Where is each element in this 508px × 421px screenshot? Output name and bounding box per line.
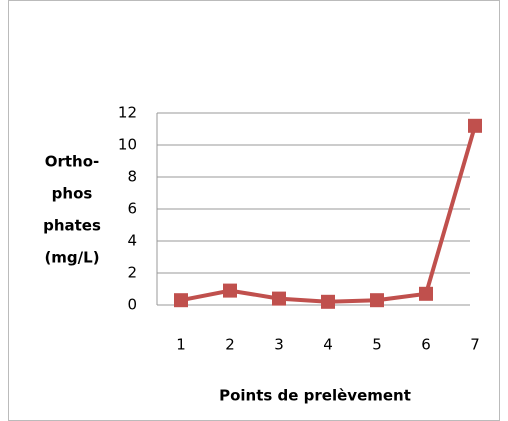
y-tick-label: 0 <box>127 296 137 314</box>
y-tick-label: 2 <box>127 264 137 282</box>
y-tick-label: 4 <box>127 232 137 250</box>
x-tick-label: 4 <box>323 336 333 354</box>
y-tick-label: 6 <box>127 200 137 218</box>
x-tick-label: 1 <box>176 336 186 354</box>
marker <box>272 291 286 306</box>
y-axis-label: Ortho- <box>45 153 100 171</box>
y-tick-label: 12 <box>118 104 137 122</box>
y-tick-label: 8 <box>127 168 137 186</box>
marker <box>468 118 482 133</box>
x-tick-label: 7 <box>470 336 480 354</box>
x-tick-label: 5 <box>372 336 382 354</box>
x-tick-label: 3 <box>274 336 284 354</box>
x-tick-label: 6 <box>421 336 431 354</box>
x-axis-label: Points de prelèvement <box>219 387 411 405</box>
marker <box>370 293 384 308</box>
marker <box>174 293 188 308</box>
y-axis-label: phos <box>52 185 93 203</box>
x-tick-label: 2 <box>225 336 235 354</box>
marker <box>321 294 335 309</box>
chart-frame <box>8 0 500 421</box>
y-axis-label: phates <box>43 217 101 235</box>
marker <box>419 286 433 301</box>
y-axis-label: (mg/L) <box>44 249 99 267</box>
y-tick-label: 10 <box>118 136 137 154</box>
marker <box>223 283 237 298</box>
